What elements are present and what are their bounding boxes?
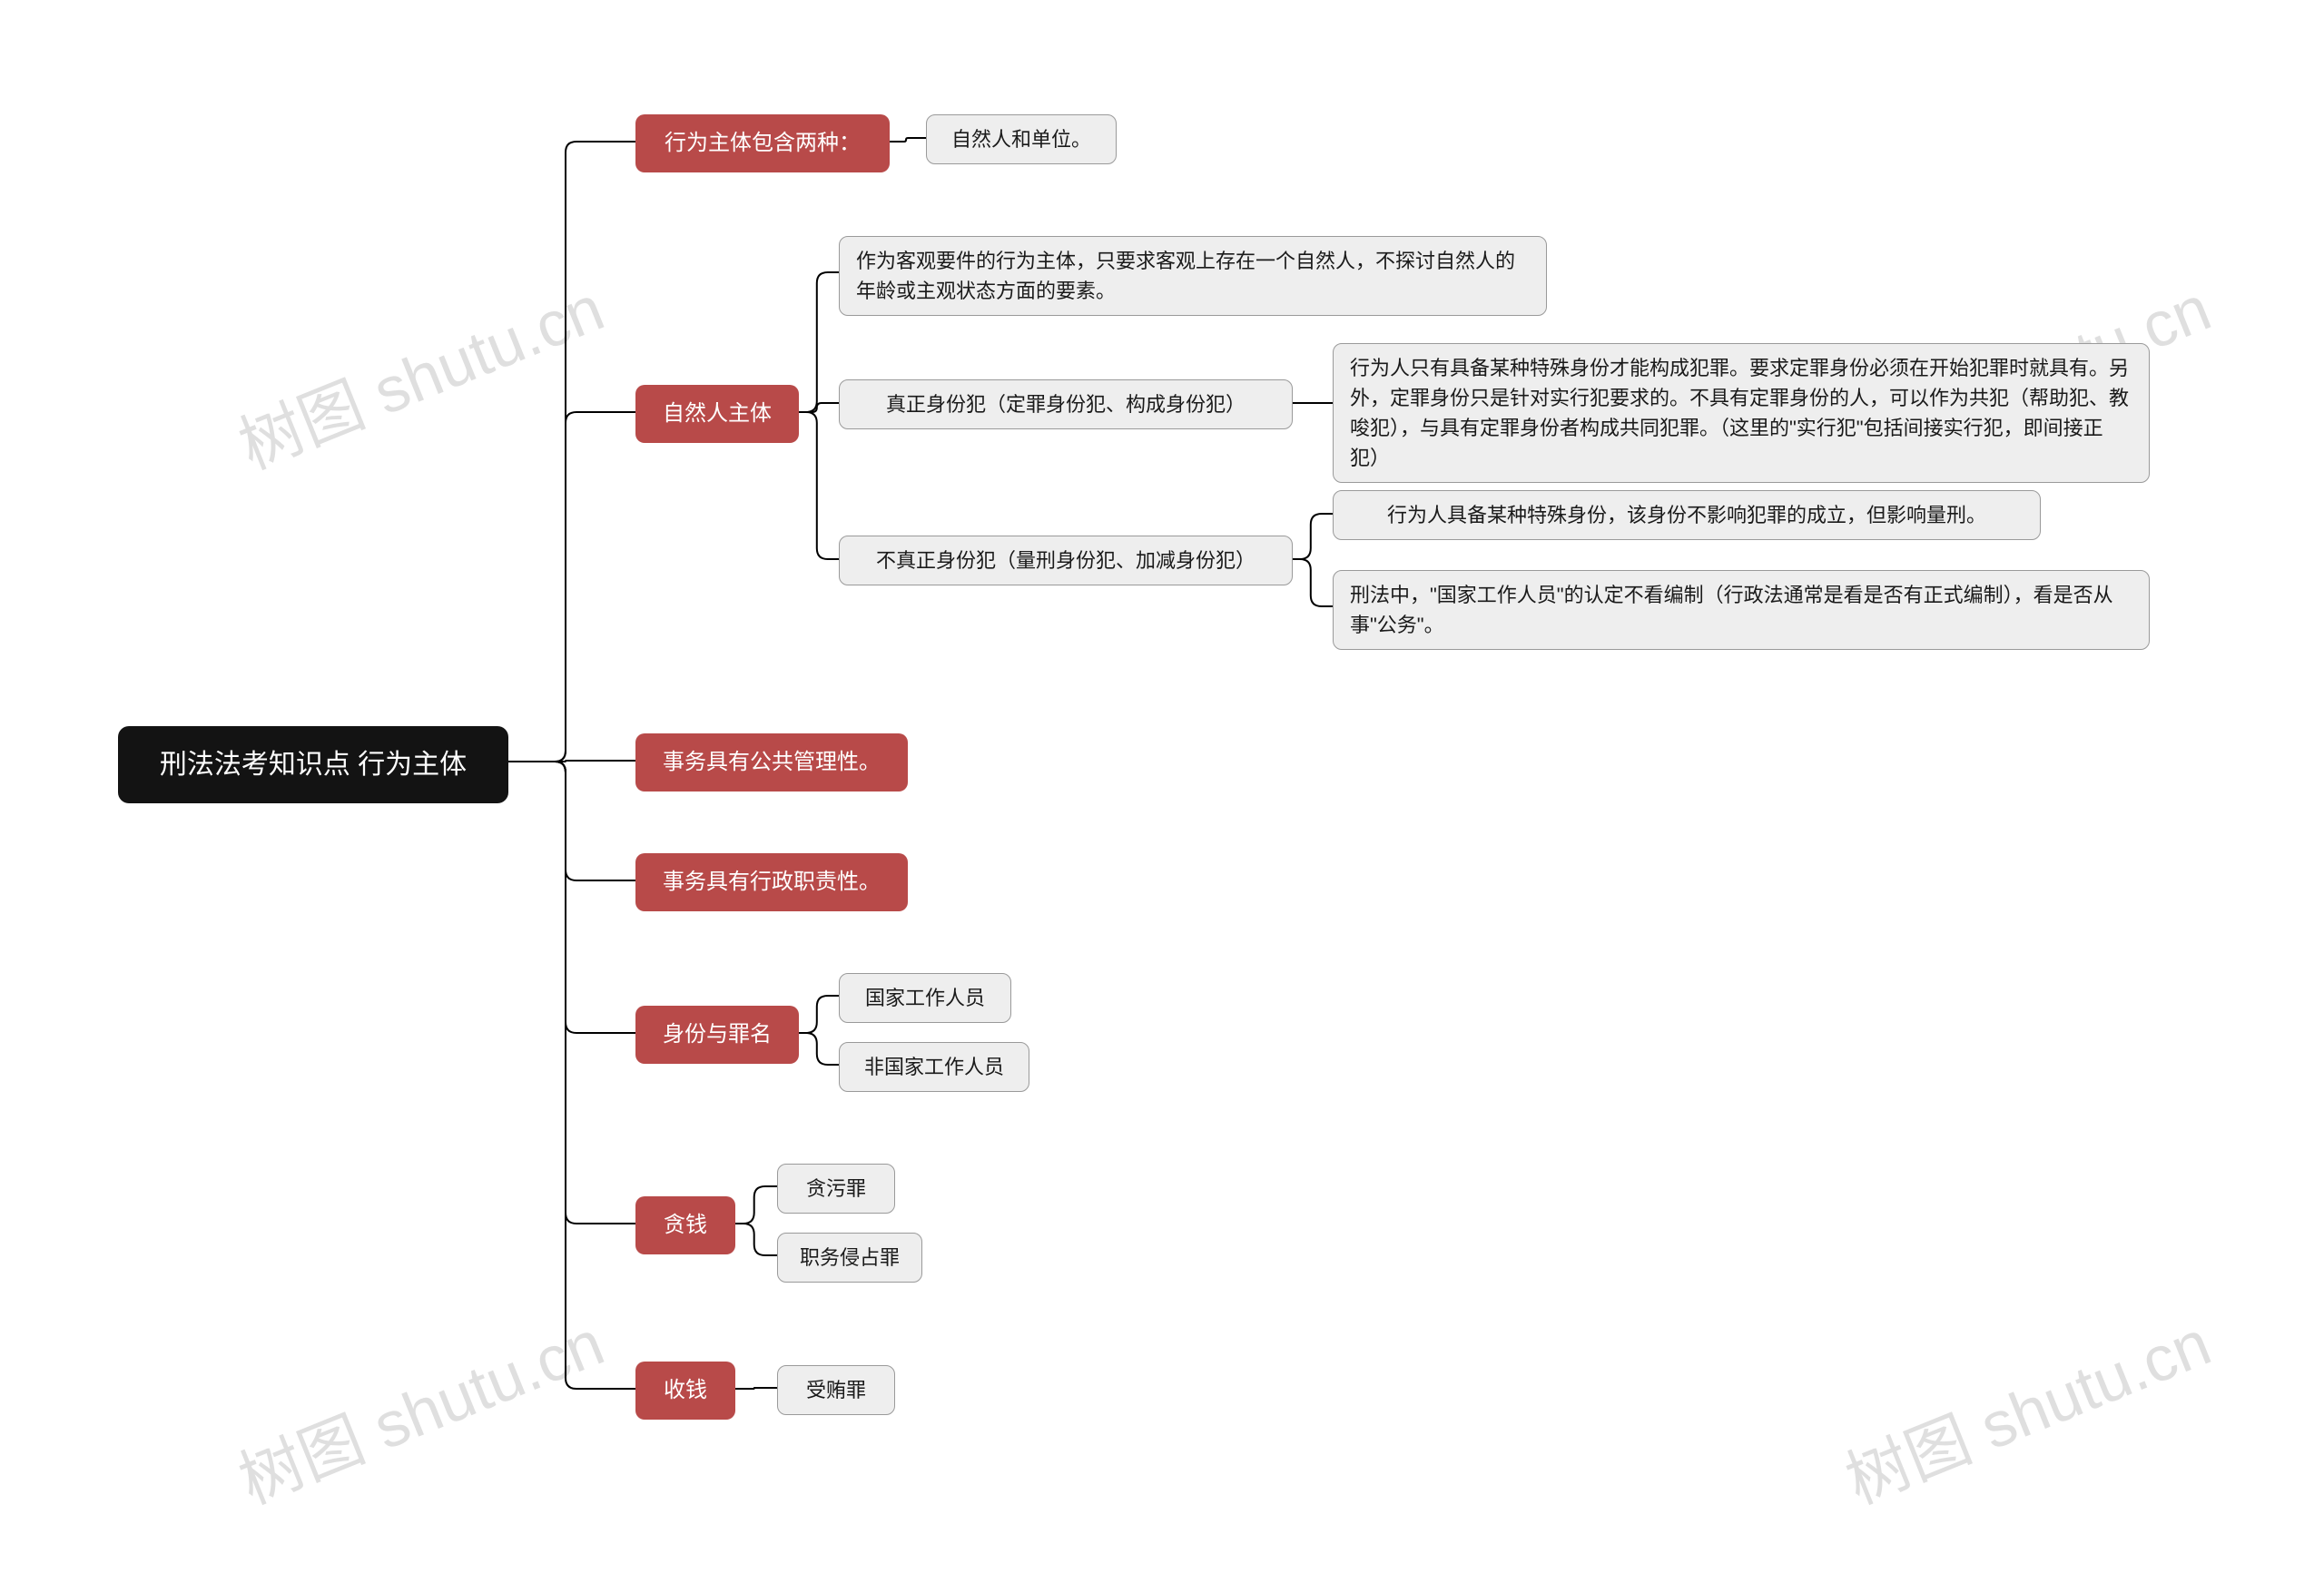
branch-label: 事务具有行政职责性。 <box>663 866 881 899</box>
branch-label: 自然人主体 <box>663 398 772 430</box>
branch-node: 收钱 <box>635 1362 735 1420</box>
branch-node: 身份与罪名 <box>635 1006 799 1064</box>
leaf-node: 行为人只有具备某种特殊身份才能构成犯罪。要求定罪身份必须在开始犯罪时就具有。另外… <box>1333 343 2150 483</box>
leaf-node: 国家工作人员 <box>839 973 1011 1023</box>
leaf-label: 非国家工作人员 <box>864 1052 1004 1082</box>
leaf-node: 行为人具备某种特殊身份，该身份不影响犯罪的成立，但影响量刑。 <box>1333 490 2041 540</box>
leaf-label: 贪污罪 <box>806 1174 866 1204</box>
leaf-node: 非国家工作人员 <box>839 1042 1029 1092</box>
leaf-node: 刑法中，"国家工作人员"的认定不看编制（行政法通常是看是否有正式编制），看是否从… <box>1333 570 2150 650</box>
watermark: 树图 shutu.cn <box>224 1293 615 1522</box>
leaf-label: 受贿罪 <box>806 1375 866 1405</box>
branch-label: 收钱 <box>664 1374 707 1407</box>
leaf-label: 刑法中，"国家工作人员"的认定不看编制（行政法通常是看是否有正式编制），看是否从… <box>1350 580 2132 640</box>
leaf-label: 不真正身份犯（量刑身份犯、加减身份犯） <box>876 546 1256 575</box>
leaf-label: 行为人具备某种特殊身份，该身份不影响犯罪的成立，但影响量刑。 <box>1387 500 1986 530</box>
leaf-node: 受贿罪 <box>777 1365 895 1415</box>
root-label: 刑法法考知识点 行为主体 <box>160 744 467 785</box>
leaf-node: 真正身份犯（定罪身份犯、构成身份犯） <box>839 379 1293 429</box>
branch-label: 事务具有公共管理性。 <box>663 746 881 779</box>
leaf-node: 作为客观要件的行为主体，只要求客观上存在一个自然人，不探讨自然人的年龄或主观状态… <box>839 236 1547 316</box>
branch-node: 行为主体包含两种： <box>635 114 890 172</box>
leaf-node: 自然人和单位。 <box>926 114 1117 164</box>
leaf-label: 行为人只有具备某种特殊身份才能构成犯罪。要求定罪身份必须在开始犯罪时就具有。另外… <box>1350 353 2132 473</box>
leaf-node: 不真正身份犯（量刑身份犯、加减身份犯） <box>839 536 1293 585</box>
leaf-label: 职务侵占罪 <box>800 1243 900 1273</box>
watermark: 树图 shutu.cn <box>1831 1293 2222 1522</box>
branch-node: 事务具有公共管理性。 <box>635 733 908 792</box>
branch-node: 贪钱 <box>635 1196 735 1254</box>
root-node: 刑法法考知识点 行为主体 <box>118 726 508 803</box>
leaf-label: 自然人和单位。 <box>951 124 1091 154</box>
branch-label: 贪钱 <box>664 1209 707 1242</box>
leaf-node: 职务侵占罪 <box>777 1233 922 1283</box>
leaf-label: 国家工作人员 <box>865 983 985 1013</box>
branch-node: 事务具有行政职责性。 <box>635 853 908 911</box>
mindmap-canvas: 树图 shutu.cn 树图 shutu.cn 树图 shutu.cn 树图 s… <box>0 0 2324 1583</box>
leaf-label: 真正身份犯（定罪身份犯、构成身份犯） <box>886 389 1246 419</box>
leaf-label: 作为客观要件的行为主体，只要求客观上存在一个自然人，不探讨自然人的年龄或主观状态… <box>856 246 1530 306</box>
branch-label: 身份与罪名 <box>663 1018 772 1051</box>
watermark: 树图 shutu.cn <box>224 258 615 487</box>
branch-node: 自然人主体 <box>635 385 799 443</box>
branch-label: 行为主体包含两种： <box>665 127 861 160</box>
leaf-node: 贪污罪 <box>777 1164 895 1214</box>
